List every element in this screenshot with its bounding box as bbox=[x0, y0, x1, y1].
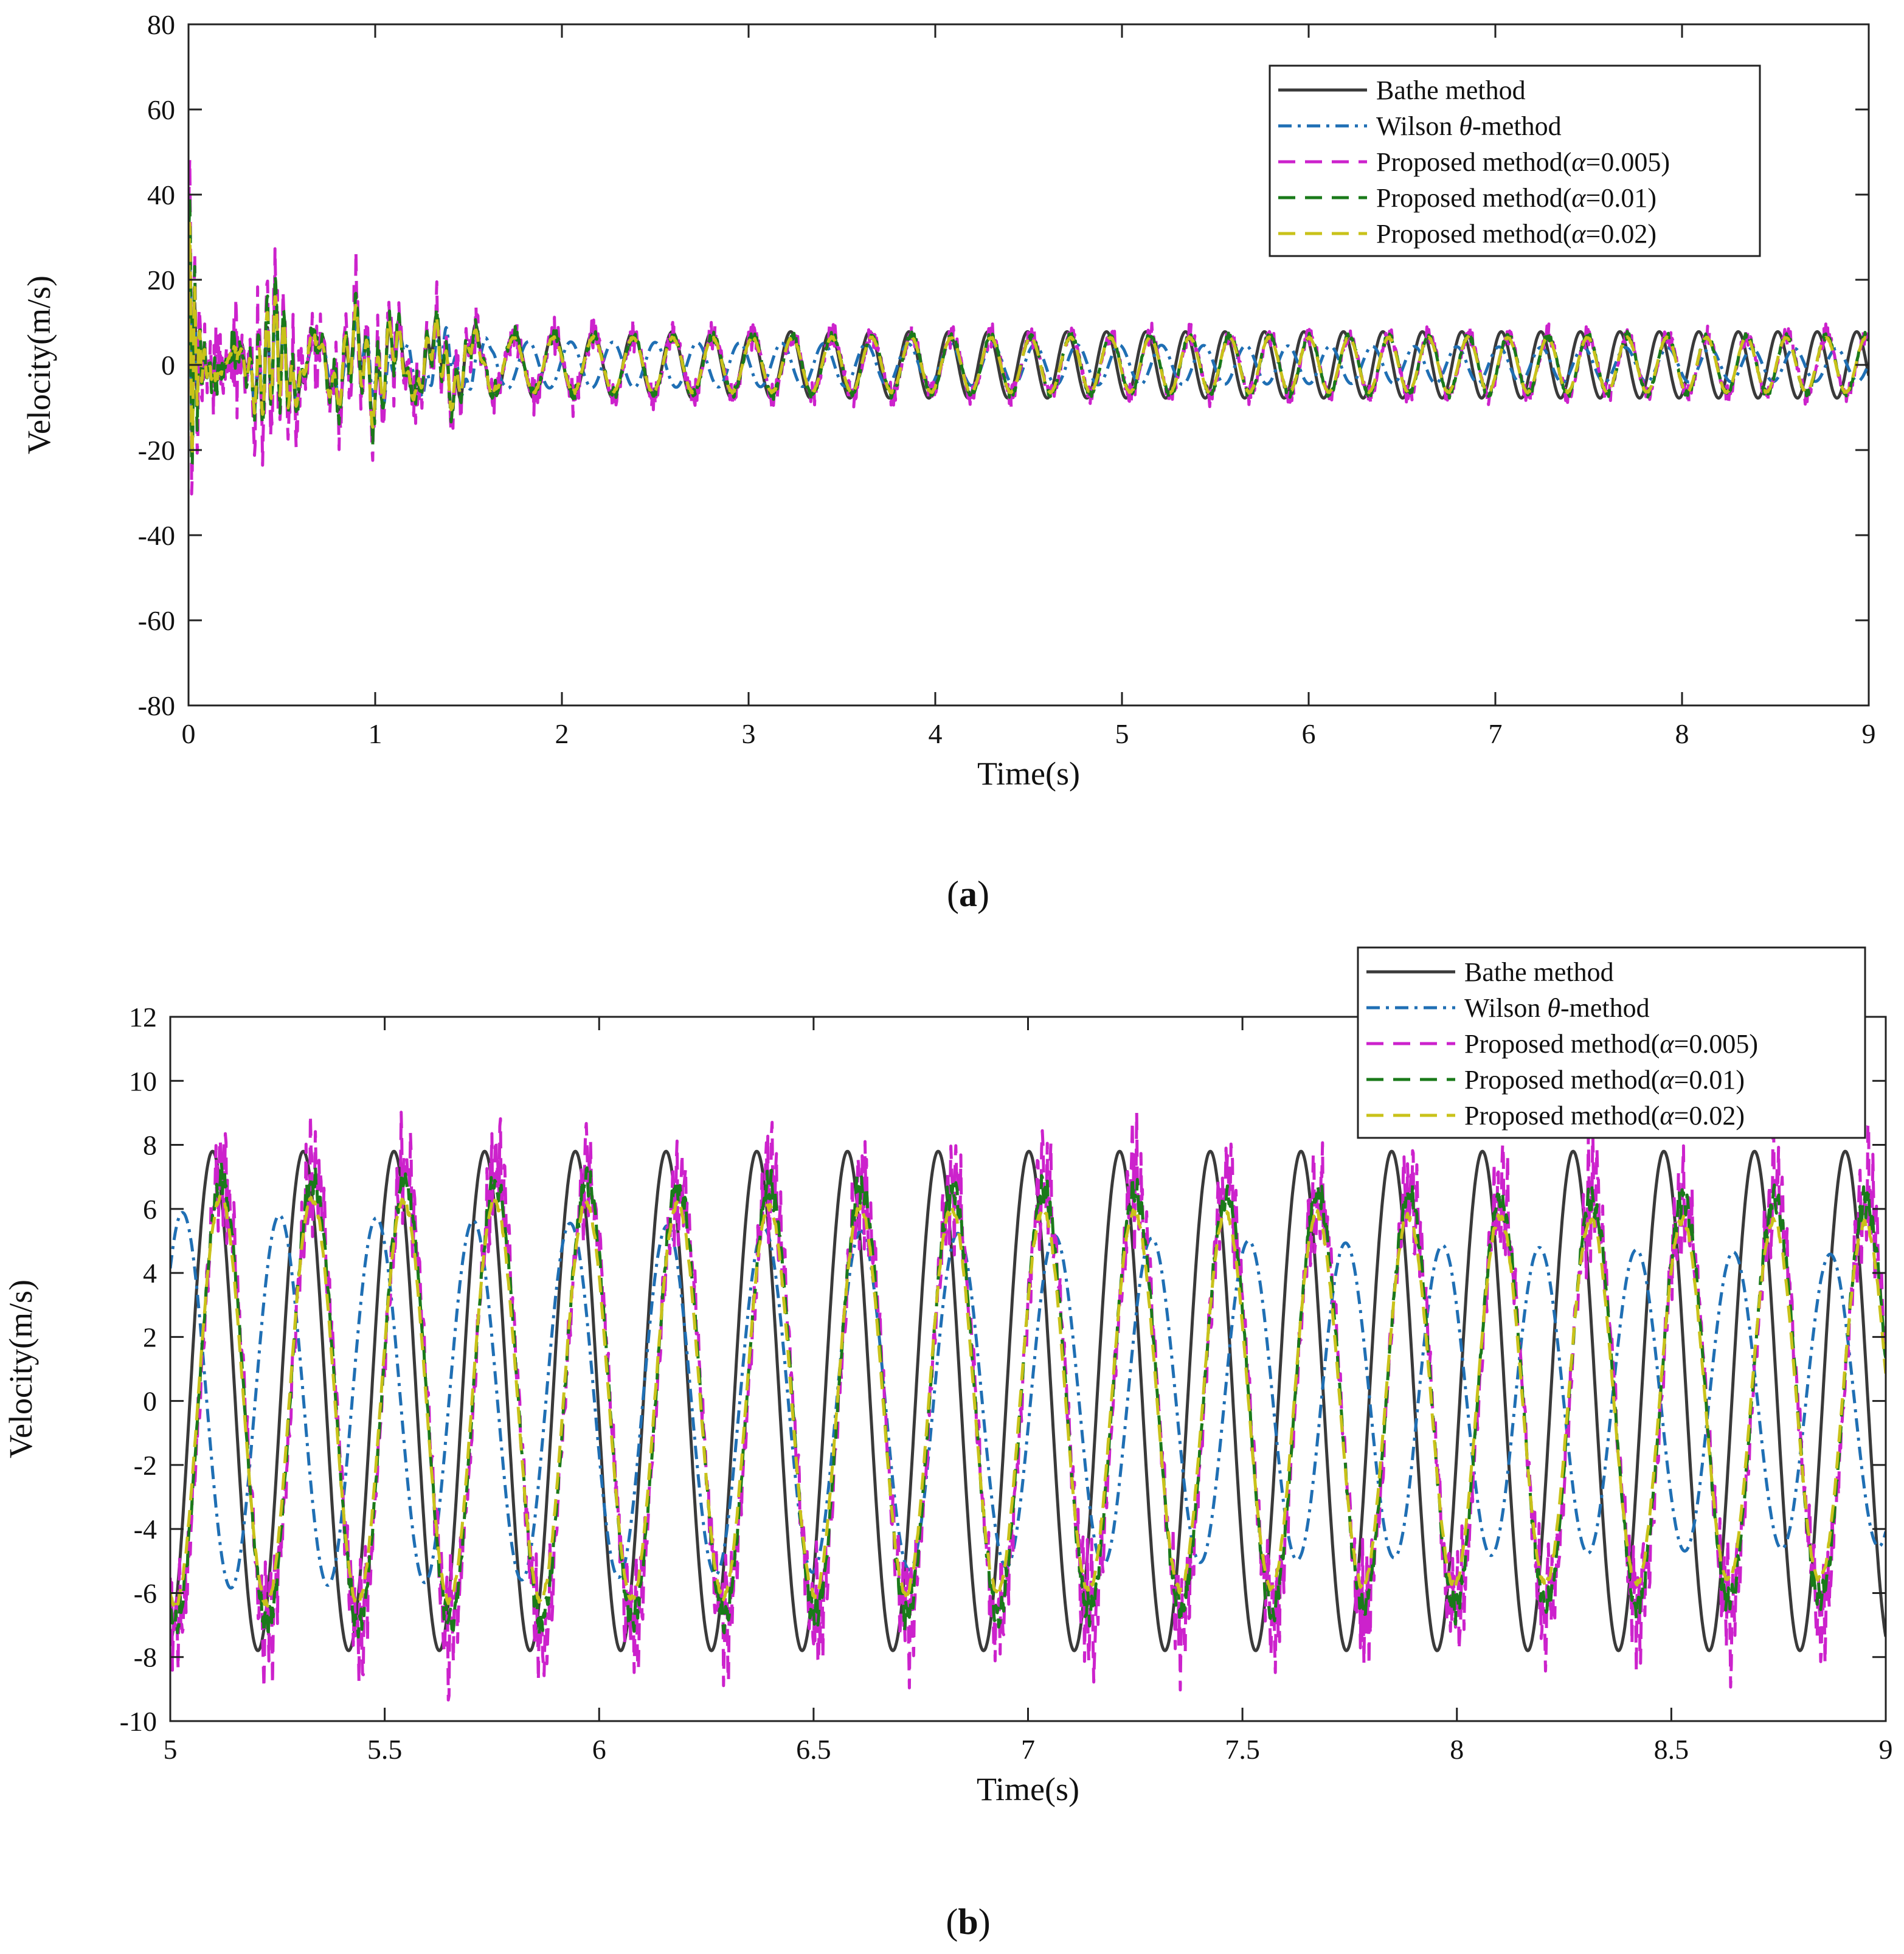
y-tick-label: 40 bbox=[147, 179, 175, 210]
y-tick-label: -20 bbox=[138, 435, 175, 466]
y-tick-label: 2 bbox=[143, 1322, 157, 1353]
y-tick-label: -40 bbox=[138, 520, 175, 551]
x-tick-label: 0 bbox=[182, 718, 196, 749]
x-tick-label: 1 bbox=[369, 718, 383, 749]
x-tick-label: 6.5 bbox=[796, 1734, 831, 1765]
x-tick-label: 7 bbox=[1489, 718, 1503, 749]
x-tick-label: 5.5 bbox=[367, 1734, 403, 1765]
x-tick-label: 9 bbox=[1862, 718, 1876, 749]
y-tick-label: 6 bbox=[143, 1194, 157, 1225]
x-axis-label: Time(s) bbox=[977, 1771, 1079, 1807]
legend-label: Proposed method(α=0.01) bbox=[1376, 183, 1656, 213]
x-axis-label: Time(s) bbox=[977, 755, 1080, 792]
y-tick-label: 80 bbox=[147, 9, 175, 40]
y-tick-label: 20 bbox=[147, 265, 175, 296]
legend-label: Proposed method(α=0.01) bbox=[1464, 1065, 1745, 1095]
series-line-4 bbox=[170, 1160, 1886, 1639]
legend-label: Bathe method bbox=[1376, 75, 1526, 105]
y-tick-label: 0 bbox=[161, 350, 175, 381]
y-tick-label: -6 bbox=[134, 1578, 157, 1609]
legend: Bathe method Wilson θ-method Proposed meth… bbox=[1269, 64, 1761, 257]
x-tick-label: 3 bbox=[742, 718, 756, 749]
y-tick-label: -60 bbox=[138, 605, 175, 636]
series-line-2 bbox=[170, 1211, 1886, 1590]
x-tick-label: 8 bbox=[1450, 1734, 1464, 1765]
y-axis-label: Velocity(m/s) bbox=[21, 275, 57, 454]
panel-b: 5 5.5 6 6.5 7 7.5 8 8.5 9 -10 -8 -6 -4 -2 0 2 4 6 8 10 12 Tim… bbox=[2, 946, 1893, 1942]
x-tick-label: 2 bbox=[555, 718, 569, 749]
x-tick-label: 6 bbox=[592, 1734, 606, 1765]
y-tick-label: -8 bbox=[134, 1642, 157, 1673]
legend-label: Wilson θ-method bbox=[1464, 993, 1650, 1023]
legend-label: Proposed method(α=0.005) bbox=[1376, 147, 1670, 177]
series-line-5 bbox=[189, 221, 1869, 457]
series-line-2 bbox=[189, 264, 1869, 423]
series-line-5 bbox=[170, 1193, 1886, 1609]
x-tick-label: 6 bbox=[1302, 718, 1316, 749]
y-tick-label: 60 bbox=[147, 94, 175, 125]
y-tick-label: 10 bbox=[129, 1065, 157, 1097]
plot-area bbox=[170, 1110, 1886, 1702]
x-tick-label: 5 bbox=[164, 1734, 178, 1765]
y-axis-label: Velocity(m/s) bbox=[2, 1280, 39, 1458]
x-tick-label: 4 bbox=[929, 718, 943, 749]
legend-label: Bathe method bbox=[1464, 957, 1614, 987]
legend-box bbox=[1269, 64, 1761, 257]
legend-label: Proposed method(α=0.005) bbox=[1464, 1029, 1758, 1059]
plot-area bbox=[189, 158, 1869, 496]
x-tick-label: 7 bbox=[1021, 1734, 1035, 1765]
y-tick-label: -80 bbox=[138, 690, 175, 721]
series-line-1 bbox=[170, 1149, 1886, 1652]
panel-caption: (a) bbox=[947, 874, 989, 914]
legend-box bbox=[1357, 946, 1866, 1139]
x-tick-label: 5 bbox=[1115, 718, 1129, 749]
y-tick-label: 4 bbox=[143, 1258, 157, 1289]
x-tick-label: 9 bbox=[1879, 1734, 1893, 1765]
panel-caption: (b) bbox=[946, 1902, 990, 1942]
series-line-3 bbox=[189, 158, 1869, 496]
y-tick-label: -2 bbox=[134, 1450, 157, 1481]
legend-label: Proposed method(α=0.02) bbox=[1376, 219, 1656, 249]
y-tick-label: 12 bbox=[129, 1002, 157, 1033]
y-tick-label: 8 bbox=[143, 1130, 157, 1161]
panel-a: 0 1 2 3 4 5 6 7 8 9 -80 -60 -40 -20 0 20 40 60 80 Time(s) Ve… bbox=[21, 9, 1876, 914]
legend: Bathe method Wilson θ-method Proposed meth… bbox=[1357, 946, 1866, 1139]
y-tick-label: -10 bbox=[120, 1706, 157, 1737]
y-tick-label: -4 bbox=[134, 1514, 157, 1545]
x-tick-label: 8.5 bbox=[1654, 1734, 1689, 1765]
x-tick-label: 7.5 bbox=[1225, 1734, 1260, 1765]
legend-label: Wilson θ-method bbox=[1376, 111, 1562, 141]
legend-label: Proposed method(α=0.02) bbox=[1464, 1101, 1745, 1131]
y-tick-label: 0 bbox=[143, 1386, 157, 1417]
x-tick-label: 8 bbox=[1675, 718, 1689, 749]
